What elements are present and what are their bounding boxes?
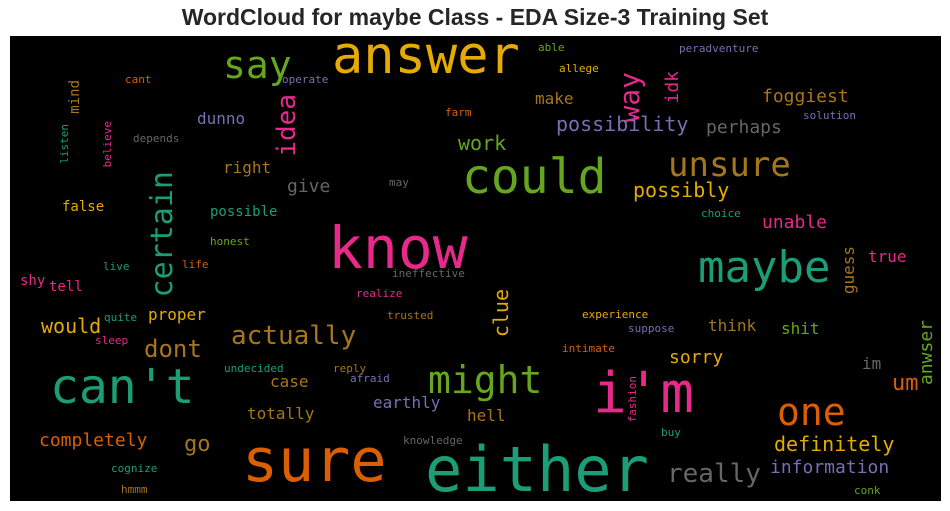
word-go: go <box>184 432 211 457</box>
word-sure: sure <box>242 426 387 496</box>
word-life: life <box>182 258 209 271</box>
word-ineffective: ineffective <box>392 267 465 280</box>
word-honest: honest <box>210 235 250 248</box>
word-cant: cant <box>125 73 152 86</box>
word-proper: proper <box>148 305 206 324</box>
word-perhaps: perhaps <box>706 117 782 138</box>
word-operate: operate <box>282 73 329 86</box>
word-live: live <box>103 260 130 273</box>
word-shy: shy <box>20 273 46 289</box>
word-depends: depends <box>133 132 180 145</box>
word-information: information <box>770 457 890 478</box>
word-say: say <box>223 43 292 87</box>
word-able: able <box>538 41 565 54</box>
word-hmmm: hmmm <box>121 483 148 496</box>
word-idk: idk <box>662 71 683 104</box>
word-really: really <box>667 459 761 489</box>
word-one: one <box>777 390 846 434</box>
word-afraid: afraid <box>350 372 390 385</box>
word-shit: shit <box>781 319 820 338</box>
word-make: make <box>535 89 574 108</box>
word-totally: totally <box>247 404 315 423</box>
word-possibly: possibly <box>633 178 730 202</box>
word-im: im <box>862 354 882 373</box>
word-dont: dont <box>144 335 202 363</box>
word-earthly: earthly <box>373 393 441 412</box>
word-certain: certain <box>145 171 180 298</box>
word-anwser: anwser <box>916 320 937 386</box>
word-tell: tell <box>49 279 83 295</box>
word-um: um <box>892 371 919 396</box>
word-trusted: trusted <box>387 309 434 322</box>
word-actually: actually <box>231 321 357 351</box>
word-answer: answer <box>332 36 520 86</box>
word-right: right <box>223 158 272 177</box>
word-experience: experience <box>582 308 649 321</box>
chart-title: WordCloud for maybe Class - EDA Size-3 T… <box>181 4 769 30</box>
word-fashion: fashion <box>626 376 639 423</box>
word-guess: guess <box>839 246 858 295</box>
word-possible: possible <box>210 204 278 220</box>
word-choice: choice <box>701 207 741 220</box>
word-cognize: cognize <box>111 462 158 475</box>
word-farm: farm <box>445 106 472 119</box>
word-solution: solution <box>803 109 856 122</box>
word-could: could <box>462 149 607 205</box>
word-unsure: unsure <box>668 145 791 185</box>
word-buy: buy <box>661 426 681 439</box>
word-undecided: undecided <box>224 362 284 375</box>
word-knowledge: knowledge <box>403 434 463 447</box>
word-might: might <box>428 358 543 402</box>
word-hell: hell <box>467 406 506 425</box>
word-would: would <box>41 314 102 338</box>
word-either: either <box>425 433 649 501</box>
word-i-m: i'm <box>593 361 695 426</box>
word-listen: listen <box>58 124 71 164</box>
word-work: work <box>458 131 507 155</box>
word-know: know <box>328 214 468 282</box>
word-completely: completely <box>39 430 148 451</box>
word-idea: idea <box>272 94 302 157</box>
word-unable: unable <box>762 212 828 233</box>
word-possibility: possibility <box>556 112 689 136</box>
word-realize: realize <box>356 287 403 300</box>
word-quite: quite <box>104 311 138 324</box>
word-sleep: sleep <box>95 334 129 347</box>
word-can-t: can't <box>50 359 195 415</box>
word-give: give <box>287 176 331 197</box>
word-sorry: sorry <box>669 347 724 368</box>
word-intimate: intimate <box>562 342 615 355</box>
wordcloud-words: either sure know i'm answer can't could maybe on… <box>10 36 941 501</box>
word-case: case <box>270 372 309 391</box>
word-believe: believe <box>101 121 114 168</box>
word-true: true <box>868 247 907 266</box>
wordcloud-canvas: either sure know i'm answer can't could maybe on… <box>10 36 941 501</box>
word-peradventure: peradventure <box>679 42 759 55</box>
word-mind: mind <box>67 80 83 114</box>
word-may: may <box>389 176 409 189</box>
word-maybe: maybe <box>698 242 831 293</box>
word-think: think <box>708 316 757 335</box>
word-reply: reply <box>333 362 367 375</box>
word-allege: allege <box>559 62 599 75</box>
word-clue: clue <box>489 289 513 338</box>
word-dunno: dunno <box>197 109 246 128</box>
word-foggiest: foggiest <box>762 86 849 107</box>
word-definitely: definitely <box>774 432 895 456</box>
word-conk: conk <box>854 484 881 497</box>
word-false: false <box>62 199 105 215</box>
word-suppose: suppose <box>628 322 675 335</box>
